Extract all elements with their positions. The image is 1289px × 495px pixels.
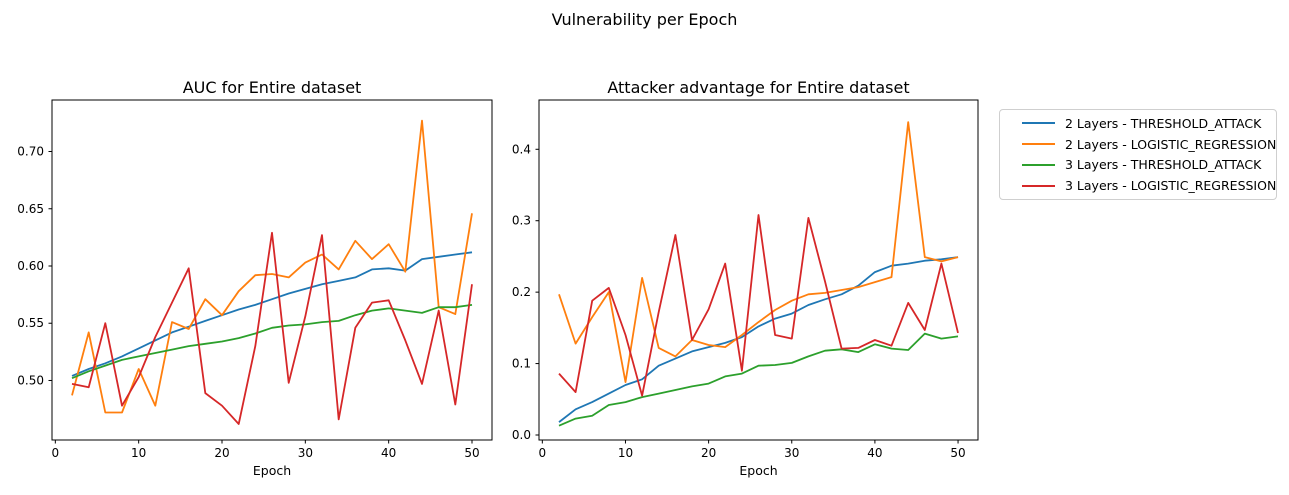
y-tick-label: 0.55 xyxy=(17,316,44,330)
axes-frame xyxy=(51,99,493,441)
axes-frame xyxy=(538,99,979,441)
x-tick-label: 0 xyxy=(52,446,60,460)
legend-line-swatch xyxy=(1022,184,1055,187)
left-chart-title: AUC for Entire dataset xyxy=(182,78,362,97)
legend-line-swatch xyxy=(1022,122,1055,125)
right-chart-xlabel: Epoch xyxy=(739,463,778,478)
y-tick-label: 0.2 xyxy=(512,285,531,299)
x-tick-label: 10 xyxy=(618,446,633,460)
y-tick-label: 0.50 xyxy=(17,373,44,387)
y-tick-label: 0.3 xyxy=(512,214,531,228)
series-line-2-layers-threshold-attack xyxy=(558,256,959,423)
series-line-3-layers-threshold-attack xyxy=(558,332,959,427)
legend-line-swatch xyxy=(1022,163,1055,166)
legend-item: 3 Layers - LOGISTIC_REGRESSION xyxy=(1010,178,1276,193)
y-tick-label: 0.0 xyxy=(512,428,531,442)
series-line-3-layers-logistic-regression xyxy=(558,214,959,397)
left-chart-xlabel: Epoch xyxy=(252,463,292,478)
y-tick-label: 0.60 xyxy=(17,259,44,273)
x-tick-label: 40 xyxy=(381,446,396,460)
legend-item-label: 3 Layers - THRESHOLD_ATTACK xyxy=(1065,157,1262,173)
x-tick-label: 20 xyxy=(214,446,229,460)
x-tick-label: 20 xyxy=(701,446,716,460)
legend-item: 2 Layers - LOGISTIC_REGRESSION xyxy=(1010,137,1276,152)
x-tick-label: 30 xyxy=(298,446,313,460)
series-line-3-layers-threshold-attack xyxy=(71,304,473,380)
y-tick-label: 0.4 xyxy=(512,142,531,156)
series-line-3-layers-logistic-regression xyxy=(71,231,473,425)
legend-item-label: 3 Layers - LOGISTIC_REGRESSION xyxy=(1065,178,1277,194)
y-tick-label: 0.1 xyxy=(512,357,531,371)
legend-item-label: 2 Layers - LOGISTIC_REGRESSION xyxy=(1065,136,1277,152)
legend-line-swatch xyxy=(1022,143,1055,146)
legend-item-label: 2 Layers - THRESHOLD_ATTACK xyxy=(1065,115,1262,131)
x-tick-label: 50 xyxy=(464,446,479,460)
legend-item: 3 Layers - THRESHOLD_ATTACK xyxy=(1010,157,1270,172)
figure-suptitle: Vulnerability per Epoch xyxy=(551,10,738,29)
legend-item: 2 Layers - THRESHOLD_ATTACK xyxy=(1010,116,1270,131)
x-tick-label: 10 xyxy=(131,446,146,460)
series-line-2-layers-logistic-regression xyxy=(71,119,473,414)
right-chart-title: Attacker advantage for Entire dataset xyxy=(607,78,910,97)
x-tick-label: 40 xyxy=(867,446,882,460)
x-tick-label: 50 xyxy=(950,446,965,460)
y-tick-label: 0.70 xyxy=(17,145,44,159)
y-tick-label: 0.65 xyxy=(17,202,44,216)
series-line-2-layers-logistic-regression xyxy=(558,121,959,384)
x-tick-label: 30 xyxy=(784,446,799,460)
x-tick-label: 0 xyxy=(539,446,547,460)
legend: 2 Layers - THRESHOLD_ATTACK 2 Layers - L… xyxy=(999,109,1277,200)
